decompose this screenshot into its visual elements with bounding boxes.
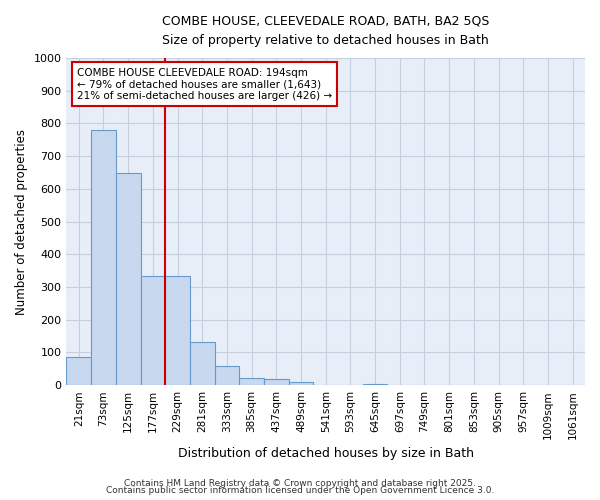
Text: COMBE HOUSE CLEEVEDALE ROAD: 194sqm
← 79% of detached houses are smaller (1,643): COMBE HOUSE CLEEVEDALE ROAD: 194sqm ← 79… — [77, 68, 332, 101]
Bar — [239, 378, 264, 385]
Y-axis label: Number of detached properties: Number of detached properties — [15, 128, 28, 314]
Bar — [289, 382, 313, 385]
Bar — [190, 342, 215, 385]
Bar — [215, 366, 239, 385]
Title: COMBE HOUSE, CLEEVEDALE ROAD, BATH, BA2 5QS
Size of property relative to detache: COMBE HOUSE, CLEEVEDALE ROAD, BATH, BA2 … — [162, 15, 490, 47]
Bar — [264, 380, 289, 385]
Bar — [363, 384, 388, 385]
Bar — [165, 276, 190, 385]
X-axis label: Distribution of detached houses by size in Bath: Distribution of detached houses by size … — [178, 447, 474, 460]
Text: Contains public sector information licensed under the Open Government Licence 3.: Contains public sector information licen… — [106, 486, 494, 495]
Text: Contains HM Land Registry data © Crown copyright and database right 2025.: Contains HM Land Registry data © Crown c… — [124, 478, 476, 488]
Bar — [67, 358, 91, 385]
Bar — [116, 173, 140, 385]
Bar — [91, 130, 116, 385]
Bar — [140, 276, 165, 385]
